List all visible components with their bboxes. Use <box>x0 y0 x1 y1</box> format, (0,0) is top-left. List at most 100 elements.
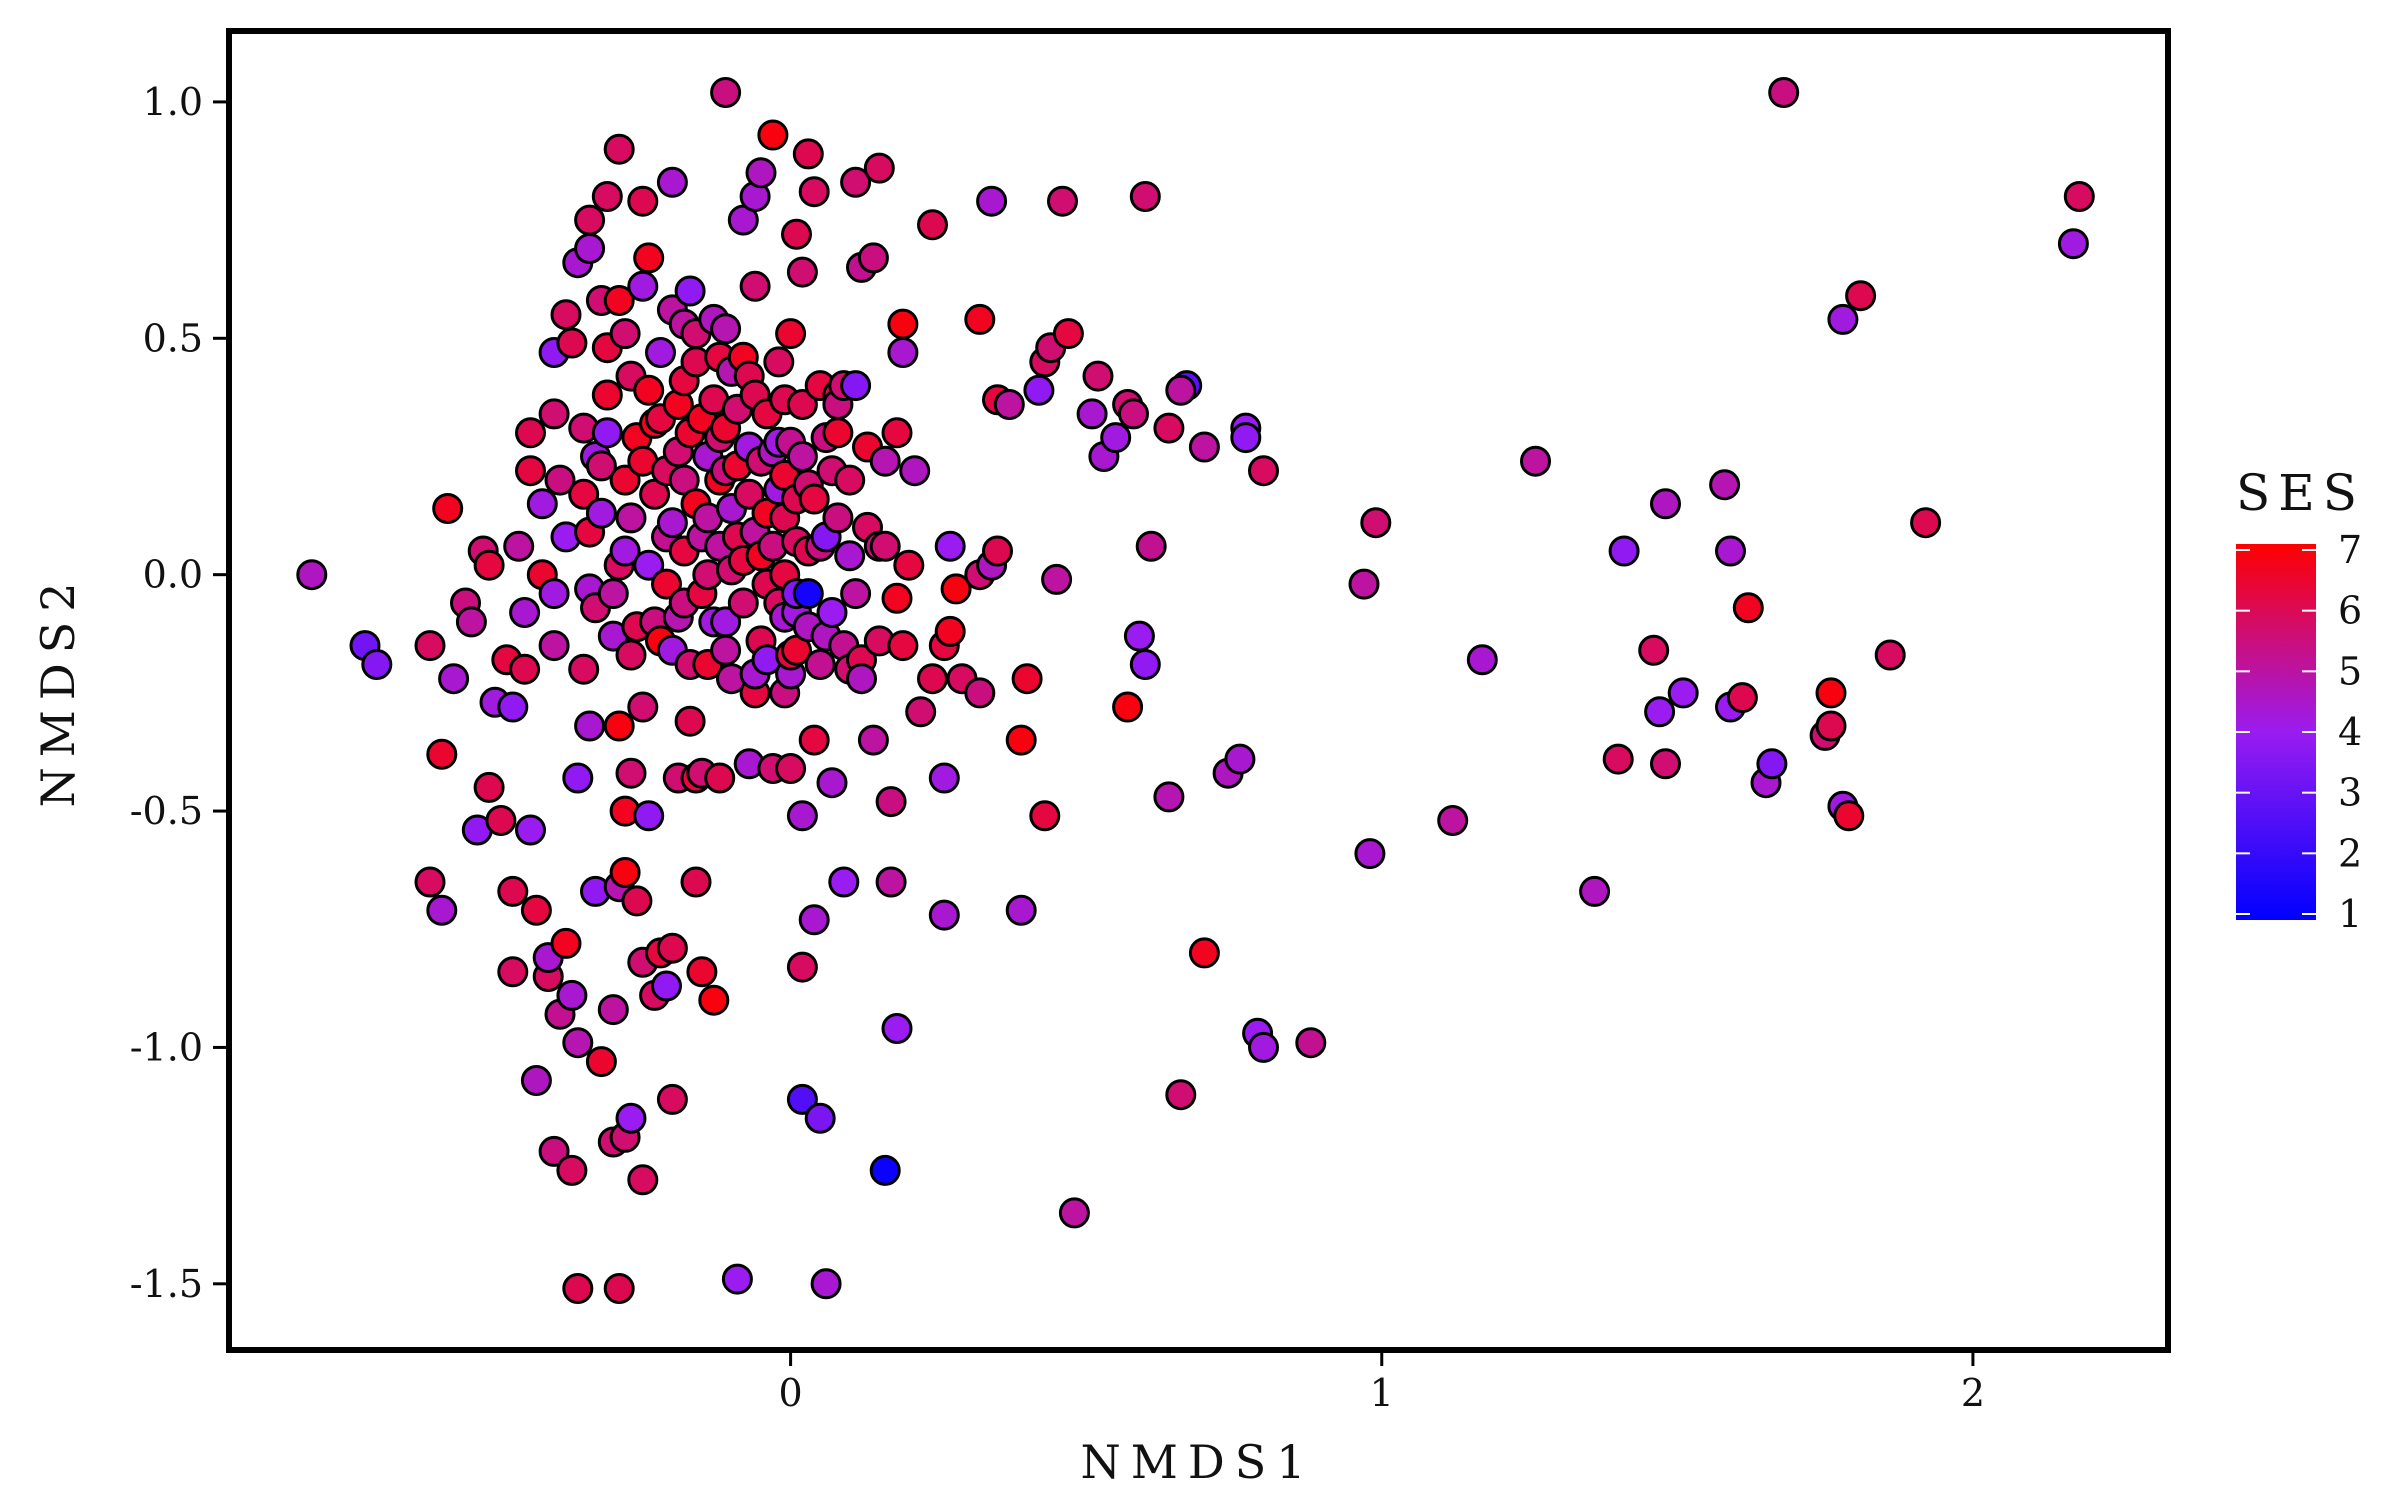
data-point-271 <box>875 866 907 898</box>
data-point-102 <box>633 800 665 832</box>
data-point-44 <box>556 1154 588 1186</box>
data-point-49 <box>562 1273 594 1304</box>
data-point-178 <box>733 478 765 510</box>
data-point-312 <box>1100 422 1132 454</box>
data-point-25 <box>515 417 546 449</box>
data-point-233 <box>804 649 836 680</box>
data-point-341 <box>1579 875 1611 907</box>
data-point-292 <box>964 677 996 709</box>
data-point-188 <box>745 157 777 189</box>
data-point-259 <box>846 663 877 695</box>
data-point-92 <box>621 885 653 917</box>
data-point-72 <box>597 578 629 610</box>
data-point-161 <box>710 606 742 638</box>
data-point-81 <box>609 535 641 567</box>
data-point-47 <box>562 762 594 794</box>
colorbar-label-6: 1 <box>2338 892 2362 936</box>
data-point-232 <box>798 483 830 515</box>
data-point-276 <box>887 337 919 368</box>
x-tick-label-0: 0 <box>779 1371 803 1415</box>
data-point-111 <box>651 970 682 1002</box>
data-point-332 <box>1248 455 1279 487</box>
data-point-254 <box>840 578 872 610</box>
data-point-48 <box>562 1027 594 1059</box>
data-point-0 <box>296 559 328 591</box>
data-point-314 <box>1112 691 1144 723</box>
data-point-325 <box>1188 431 1220 463</box>
data-point-355 <box>1756 748 1788 780</box>
data-point-340 <box>1520 445 1551 477</box>
data-point-22 <box>509 597 541 628</box>
data-point-305 <box>1041 563 1073 595</box>
data-point-367 <box>2057 228 2089 260</box>
data-point-79 <box>609 318 641 350</box>
data-point-362 <box>1833 800 1865 832</box>
data-point-13 <box>473 549 505 581</box>
data-point-356 <box>1768 77 1800 108</box>
data-point-45 <box>556 327 588 359</box>
data-point-285 <box>928 899 960 931</box>
data-point-199 <box>763 346 795 378</box>
data-point-88 <box>615 502 647 534</box>
data-point-86 <box>615 1102 647 1134</box>
x-tick-label-1: 1 <box>1370 1371 1394 1415</box>
data-point-5 <box>432 493 464 524</box>
data-point-338 <box>1437 805 1469 836</box>
data-point-345 <box>1644 696 1676 728</box>
data-point-293 <box>976 185 1008 217</box>
data-point-10 <box>414 866 446 898</box>
data-point-118 <box>656 507 688 539</box>
data-point-68 <box>591 379 623 411</box>
data-point-160 <box>710 313 742 345</box>
data-point-277 <box>887 630 919 662</box>
data-point-317 <box>1129 649 1161 680</box>
y-tick-label-0: 1.0 <box>143 80 203 124</box>
data-point-234 <box>804 1102 836 1134</box>
data-point-119 <box>656 1083 688 1115</box>
data-point-279 <box>899 455 931 487</box>
data-point-120 <box>656 932 688 964</box>
data-point-56 <box>574 233 606 264</box>
data-point-353 <box>1732 592 1764 624</box>
data-point-321 <box>1153 781 1185 813</box>
data-point-143 <box>686 956 718 988</box>
data-point-263 <box>857 242 889 274</box>
data-point-34 <box>538 398 570 430</box>
data-point-366 <box>2063 181 2095 212</box>
data-point-52 <box>568 478 600 510</box>
data-point-15 <box>473 771 505 803</box>
data-point-231 <box>798 724 830 756</box>
data-point-6 <box>438 663 470 695</box>
data-point-64 <box>585 1046 617 1078</box>
data-point-287 <box>934 530 966 562</box>
data-point-248 <box>828 866 860 898</box>
data-point-336 <box>1354 838 1386 870</box>
data-point-281 <box>917 663 948 695</box>
data-point-300 <box>1011 663 1043 695</box>
axis-layer: 0 1 2 1.0 0.5 0.0 -0.5 -1.0 -1.5 <box>130 80 1985 1415</box>
data-point-23 <box>509 653 541 685</box>
data-point-207 <box>775 318 807 350</box>
data-point-41 <box>550 299 582 331</box>
data-point-346 <box>1650 488 1681 520</box>
data-point-255 <box>840 370 872 402</box>
data-point-274 <box>881 582 913 614</box>
colorbar-label-0: 7 <box>2338 528 2362 572</box>
data-point-24 <box>515 455 546 487</box>
data-point-221 <box>786 441 818 472</box>
data-point-357 <box>1815 677 1847 709</box>
data-point-39 <box>544 464 576 496</box>
data-point-37 <box>538 1135 570 1167</box>
y-tick-label-1: 0.5 <box>143 316 203 360</box>
data-point-227 <box>792 138 824 170</box>
data-point-4 <box>426 738 458 770</box>
data-point-282 <box>917 209 948 241</box>
data-point-66 <box>591 181 623 212</box>
data-point-2 <box>361 649 393 680</box>
data-point-71 <box>597 994 629 1026</box>
data-point-159 <box>710 77 742 108</box>
data-point-242 <box>816 767 848 799</box>
data-point-267 <box>869 445 901 477</box>
